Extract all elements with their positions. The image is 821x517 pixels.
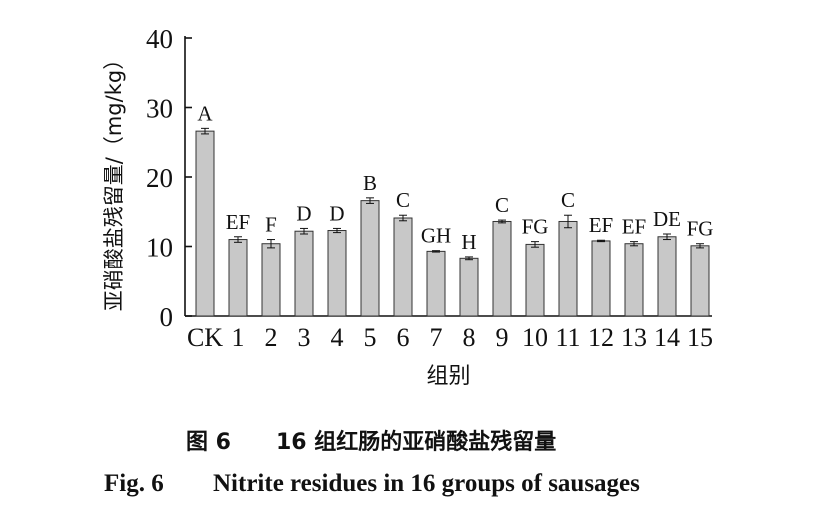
y-tick-label: 20 [146,163,173,193]
bar-chart: 0 10 20 30 40 亚硝酸盐残留量/（mg/kg） 组别 A CK EF 1 F 2 D 3 D 4 B… [102,24,713,389]
significance-label: C [561,188,575,212]
significance-label: B [363,171,377,195]
x-tick-label: 4 [331,323,344,352]
x-tick-label: 10 [522,323,548,352]
x-tick-label: 9 [496,323,509,352]
bar-6 [393,217,413,317]
y-axis-title: 亚硝酸盐残留量/（mg/kg） [102,49,126,311]
significance-label: C [495,193,509,217]
bar-CK [195,130,215,317]
x-tick-label: 6 [397,323,410,352]
significance-label: C [396,188,410,212]
bar-9 [492,220,512,317]
bar-7 [426,250,446,317]
significance-label: EF [622,215,647,239]
significance-label: DE [653,207,681,231]
x-tick-label: 3 [298,323,311,352]
significance-label: FG [687,217,714,241]
axes: 0 10 20 30 40 亚硝酸盐残留量/（mg/kg） 组别 [102,24,712,389]
caption-en-number: Fig. 6 [104,470,164,497]
significance-label: D [329,201,344,225]
y-tick-label: 0 [160,302,174,332]
caption-cn-number: 图 6 [186,430,231,455]
bar-8 [459,257,479,317]
significance-label: FG [522,215,549,239]
bar-2 [261,243,281,317]
x-tick-label: 8 [463,323,476,352]
bar-10 [525,243,545,317]
bar-12 [591,240,611,317]
x-tick-label: CK [187,323,223,352]
x-tick-label: 12 [588,323,614,352]
significance-label: GH [421,224,451,248]
bars [195,127,710,317]
x-axis-title: 组别 [426,364,470,389]
x-tick-label: 11 [555,323,580,352]
bar-15 [690,245,710,317]
x-tick-label: 13 [621,323,647,352]
x-tick-label: 1 [232,323,245,352]
bar-5 [360,200,380,317]
caption-cn-text: 16 组红肠的亚硝酸盐残留量 [276,430,557,455]
x-tick-label: 15 [687,323,713,352]
caption-en-text: Nitrite residues in 16 groups of sausage… [213,470,640,497]
x-tick-label: 7 [430,323,443,352]
y-tick-label: 10 [146,233,173,263]
x-tick-label: 5 [364,323,377,352]
bar-3 [294,230,314,317]
y-tick-label: 40 [146,24,173,54]
significance-label: H [461,230,476,254]
x-tick-label: 2 [265,323,278,352]
significance-label: EF [589,213,614,237]
x-tick-label: 14 [654,323,680,352]
bar-1 [228,239,248,317]
y-tick-label: 30 [146,94,173,124]
significance-label: D [296,201,311,225]
bar-4 [327,230,347,317]
bar-11 [558,220,578,317]
significance-label: EF [226,210,251,234]
significance-label: F [265,213,277,237]
labels: A CK EF 1 F 2 D 3 D 4 B 5 C 6 GH 7 H 8 C 9 FG 10 C 11 EF 12 EF 13 DE… [187,101,713,352]
bar-13 [624,243,644,317]
significance-label: A [197,101,213,125]
bar-14 [657,236,677,317]
